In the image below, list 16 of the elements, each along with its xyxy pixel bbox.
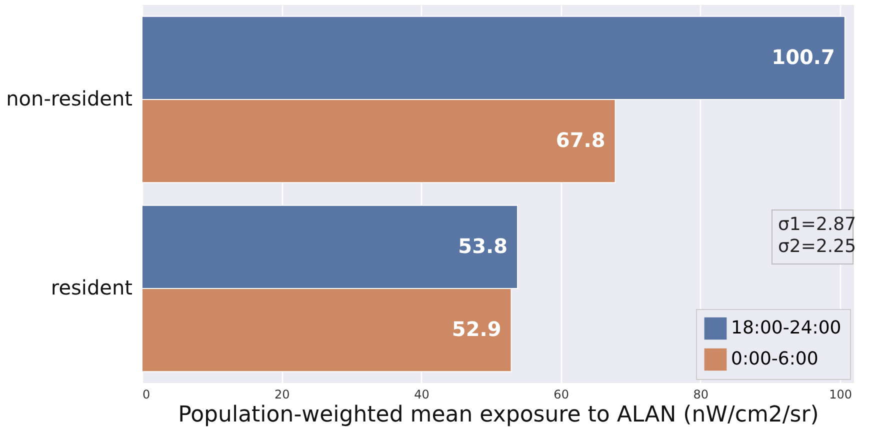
x-tick-label: 80 <box>693 388 709 402</box>
x-tick-label: 20 <box>274 388 290 402</box>
x-axis-title: Population-weighted mean exposure to ALAN (nW/cm2/sr) <box>178 402 819 427</box>
data-label: 52.9 <box>452 317 502 342</box>
legend-label: 18:00-24:00 <box>731 318 842 338</box>
annotation: σ1=2.87 σ2=2.25 <box>778 214 856 257</box>
data-label: 53.8 <box>458 234 508 258</box>
x-tick-label: 60 <box>554 388 569 402</box>
x-tick-label: 0 <box>142 388 150 402</box>
data-label: 100.7 <box>772 44 835 69</box>
x-tick-label: 100 <box>829 388 852 402</box>
data-label: 67.8 <box>556 128 606 152</box>
y-tick-label: resident <box>50 276 133 300</box>
x-tick-label: 40 <box>414 388 430 402</box>
y-tick-label: non-resident <box>6 86 133 110</box>
legend-label: 0:00-6:00 <box>731 348 818 370</box>
